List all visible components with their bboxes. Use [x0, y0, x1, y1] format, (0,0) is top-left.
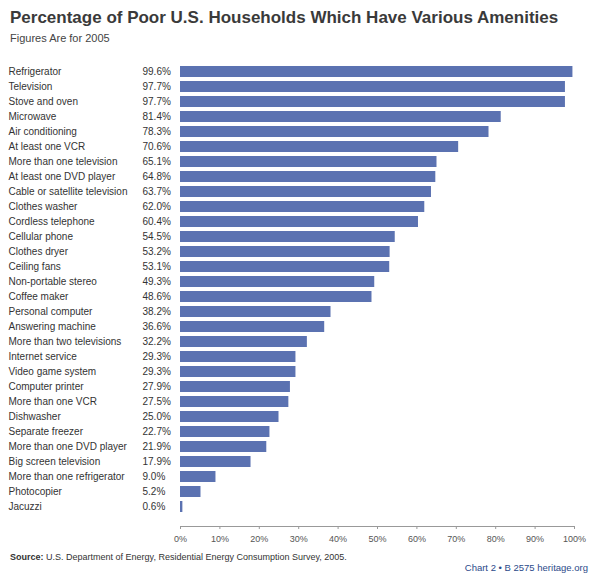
svg-text:Clothes dryer: Clothes dryer	[9, 246, 69, 257]
svg-text:At least one VCR: At least one VCR	[9, 141, 86, 152]
svg-text:9.0%: 9.0%	[143, 471, 166, 482]
svg-text:64.8%: 64.8%	[143, 171, 171, 182]
svg-text:Microwave: Microwave	[9, 111, 57, 122]
svg-text:38.2%: 38.2%	[143, 306, 171, 317]
svg-text:More than one VCR: More than one VCR	[9, 396, 97, 407]
svg-text:More than one television: More than one television	[9, 156, 118, 167]
svg-text:Ceiling fans: Ceiling fans	[9, 261, 61, 272]
svg-text:Clothes washer: Clothes washer	[9, 201, 79, 212]
svg-text:Cordless telephone: Cordless telephone	[9, 216, 96, 227]
svg-text:29.3%: 29.3%	[143, 351, 171, 362]
svg-text:25.0%: 25.0%	[143, 411, 171, 422]
svg-text:21.9%: 21.9%	[143, 441, 171, 452]
svg-text:81.4%: 81.4%	[143, 111, 171, 122]
svg-text:Non-portable stereo: Non-portable stereo	[9, 276, 98, 287]
svg-text:Personal computer: Personal computer	[9, 306, 94, 317]
svg-text:Cellular phone: Cellular phone	[9, 231, 74, 242]
svg-text:30%: 30%	[290, 534, 308, 544]
html-text:Source: U.S. Department of Ene: Source: U.S. Department of Energy, Resid…	[10, 552, 347, 562]
svg-text:Air conditioning: Air conditioning	[9, 126, 77, 137]
svg-text:36.6%: 36.6%	[143, 321, 171, 332]
svg-text:0%: 0%	[174, 534, 187, 544]
svg-text:97.7%: 97.7%	[143, 96, 171, 107]
svg-text:Coffee maker: Coffee maker	[9, 291, 70, 302]
svg-text:27.5%: 27.5%	[143, 396, 171, 407]
svg-text:60%: 60%	[408, 534, 426, 544]
svg-text:Jacuzzi: Jacuzzi	[9, 501, 42, 512]
svg-text:65.1%: 65.1%	[143, 156, 171, 167]
svg-text:70.6%: 70.6%	[143, 141, 171, 152]
svg-text:100%: 100%	[563, 534, 586, 544]
svg-text:Answering machine: Answering machine	[9, 321, 97, 332]
svg-text:63.7%: 63.7%	[143, 186, 171, 197]
svg-text:17.9%: 17.9%	[143, 456, 171, 467]
svg-text:80%: 80%	[487, 534, 505, 544]
svg-text:49.3%: 49.3%	[143, 276, 171, 287]
svg-text:99.6%: 99.6%	[143, 66, 171, 77]
svg-text:More than one refrigerator: More than one refrigerator	[9, 471, 126, 482]
svg-text:32.2%: 32.2%	[143, 336, 171, 347]
svg-text:Dishwasher: Dishwasher	[9, 411, 62, 422]
svg-text:53.2%: 53.2%	[143, 246, 171, 257]
svg-text:27.9%: 27.9%	[143, 381, 171, 392]
svg-text:22.7%: 22.7%	[143, 426, 171, 437]
svg-text:5.2%: 5.2%	[143, 486, 166, 497]
svg-text:Stove and oven: Stove and oven	[9, 96, 79, 107]
svg-text:Television: Television	[9, 81, 53, 92]
svg-text:Photocopier: Photocopier	[9, 486, 63, 497]
html-text:Chart 2 • B 2575 heritage.org: Chart 2 • B 2575 heritage.org	[464, 562, 588, 573]
svg-text:29.3%: 29.3%	[143, 366, 171, 377]
svg-text:90%: 90%	[526, 534, 544, 544]
svg-text:78.3%: 78.3%	[143, 126, 171, 137]
svg-text:54.5%: 54.5%	[143, 231, 171, 242]
svg-text:97.7%: 97.7%	[143, 81, 171, 92]
svg-text:Computer printer: Computer printer	[9, 381, 85, 392]
html-text:Figures Are for 2005: Figures Are for 2005	[10, 32, 110, 44]
svg-text:Cable or satellite television: Cable or satellite television	[9, 186, 128, 197]
svg-text:Internet service: Internet service	[9, 351, 78, 362]
svg-text:70%: 70%	[447, 534, 465, 544]
svg-text:More than two televisions: More than two televisions	[9, 336, 122, 347]
svg-text:53.1%: 53.1%	[143, 261, 171, 272]
svg-text:Video game system: Video game system	[9, 366, 97, 377]
svg-text:Big screen television: Big screen television	[9, 456, 101, 467]
svg-text:10%: 10%	[211, 534, 229, 544]
svg-text:Refrigerator: Refrigerator	[9, 66, 62, 77]
svg-text:More than one DVD player: More than one DVD player	[9, 441, 128, 452]
svg-text:48.6%: 48.6%	[143, 291, 171, 302]
svg-text:40%: 40%	[329, 534, 347, 544]
svg-text:20%: 20%	[250, 534, 268, 544]
svg-text:62.0%: 62.0%	[143, 201, 171, 212]
svg-text:60.4%: 60.4%	[143, 216, 171, 227]
svg-text:Separate freezer: Separate freezer	[9, 426, 84, 437]
svg-text:At least one DVD player: At least one DVD player	[9, 171, 116, 182]
svg-text:50%: 50%	[368, 534, 386, 544]
svg-text:0.6%: 0.6%	[143, 501, 166, 512]
html-text:Percentage of Poor U.S. Househ: Percentage of Poor U.S. Households Which…	[10, 8, 559, 27]
